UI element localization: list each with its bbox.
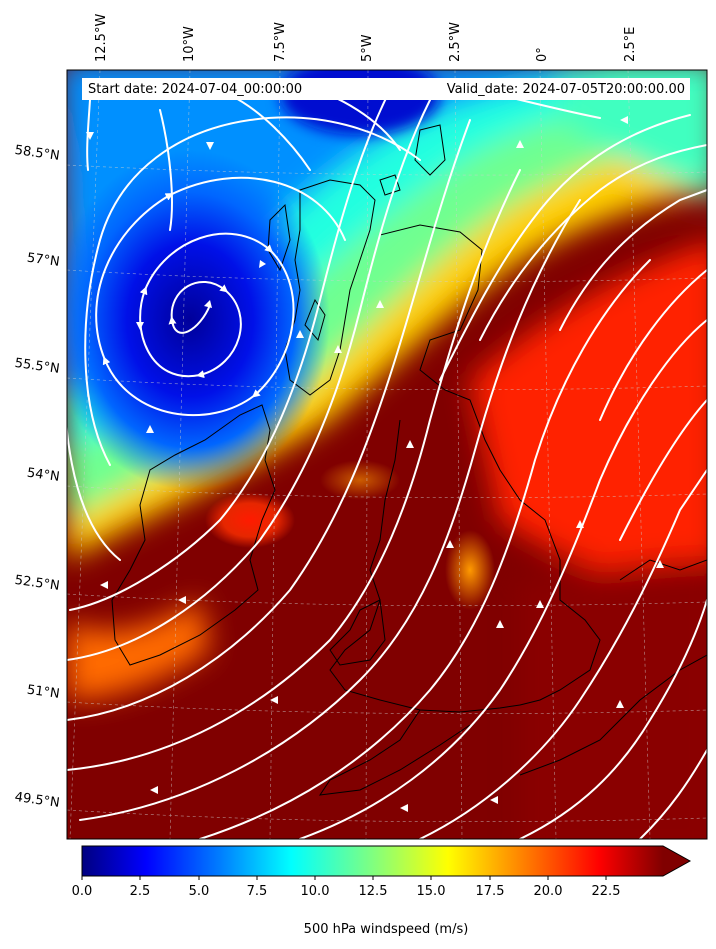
valid-date-text: Valid_date: 2024-07-05T20:00:00.00 <box>447 82 685 97</box>
colorbar-title: 500 hPa windspeed (m/s) <box>304 922 469 937</box>
colorbar-tick-label: 5.0 <box>189 884 210 899</box>
longitude-labels: 12.5°W 10°W 7.5°W 5°W 2.5°W 0° 2.5°E <box>94 14 638 62</box>
colorbar-tick-label: 12.5 <box>359 884 388 899</box>
lat-label: 49.5°N <box>14 790 61 811</box>
lon-label: 7.5°W <box>273 22 288 62</box>
lon-label: 12.5°W <box>94 14 109 62</box>
streamlines <box>67 84 707 839</box>
colorbar: 0.0 2.5 5.0 7.5 10.0 12.5 15.0 17.5 20.0… <box>72 845 692 937</box>
graticule <box>67 70 707 839</box>
lat-label: 58.5°N <box>14 143 61 164</box>
colorbar-tick-label: 15.0 <box>417 884 446 899</box>
map-frame <box>66 69 708 840</box>
colorbar-gradient <box>82 846 663 876</box>
colorbar-tick-label: 20.0 <box>534 884 563 899</box>
lon-label: 2.5°E <box>623 27 638 62</box>
lat-label: 52.5°N <box>14 573 61 594</box>
coastlines <box>111 124 707 796</box>
colorbar-tick-label: 0.0 <box>72 884 93 899</box>
colorbar-extend-triangle <box>663 846 690 876</box>
streamline-arrows <box>86 116 664 812</box>
lon-label: 10°W <box>182 26 197 62</box>
colorbar-tick-label: 17.5 <box>476 884 505 899</box>
colorbar-tick-label: 7.5 <box>247 884 268 899</box>
colorbar-ticks <box>81 876 607 880</box>
lat-label: 54°N <box>26 466 61 485</box>
lat-label: 57°N <box>26 251 61 270</box>
colorbar-tick-label: 22.5 <box>592 884 621 899</box>
start-date-text: Start date: 2024-07-04_00:00:00 <box>88 82 302 97</box>
latitude-labels: 58.5°N 57°N 55.5°N 54°N 52.5°N 51°N 49.5… <box>14 143 61 811</box>
windspeed-field <box>67 70 707 839</box>
lat-label: 55.5°N <box>14 356 61 377</box>
info-box <box>82 78 690 100</box>
colorbar-tick-label: 10.0 <box>301 884 330 899</box>
lon-label: 2.5°W <box>448 22 463 62</box>
lat-label: 51°N <box>26 683 61 702</box>
lon-label: 5°W <box>360 34 375 62</box>
colorbar-outline <box>81 845 692 877</box>
colorbar-tick-label: 2.5 <box>130 884 151 899</box>
lon-label: 0° <box>535 47 550 62</box>
